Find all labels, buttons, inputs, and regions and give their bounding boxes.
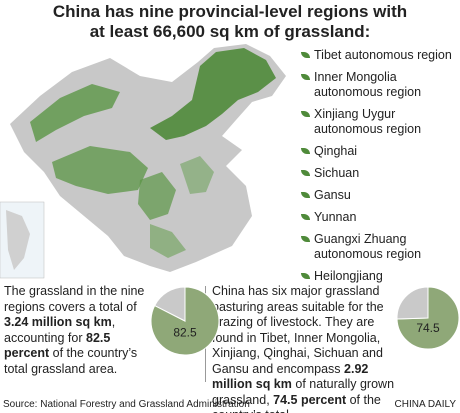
data-label: 74.5 <box>416 321 440 335</box>
title: at least 66,600 sq km of grassland: <box>89 22 371 41</box>
legend-item: Qinghai <box>300 144 460 159</box>
legend-item: Heilongjiang <box>300 269 460 284</box>
text-run: of the country’s total. <box>212 392 381 413</box>
text-run: , accounting for <box>4 315 116 345</box>
pie-slice <box>154 286 186 322</box>
legend-item: Inner Mongolia autonomous region <box>300 70 460 100</box>
source: Source: National Forestry and Grassland … <box>3 399 250 410</box>
text-run: 82.5 percent <box>4 330 111 361</box>
text-run: The grassland in the nine regions covers… <box>4 284 145 314</box>
text-run: China has six major grassland pasturing … <box>212 284 384 376</box>
legend-item: Sichuan <box>300 166 460 181</box>
legend-item: Guangxi Zhuang autonomous region <box>300 232 460 262</box>
text-run: 3.24 million sq km <box>4 315 112 329</box>
text-run: 2.92 million sq km <box>212 361 369 392</box>
text-run: of naturally grown grassland, <box>212 377 395 407</box>
paragraph: The grassland in the nine regions covers… <box>4 284 154 377</box>
legend-item: Gansu <box>300 188 460 203</box>
paragraph: China has six major grassland pasturing … <box>212 284 407 413</box>
legend: Tibet autonomous region Inner Mongolia au… <box>300 48 460 291</box>
map <box>0 44 286 279</box>
legend-item: Yunnan <box>300 210 460 225</box>
pie-chart: 74.5 <box>396 286 460 350</box>
data-label: 82.5 <box>173 325 197 339</box>
pie-slice <box>396 286 429 320</box>
title: China has nine provincial-level regions … <box>52 2 408 21</box>
text-run: of the country’s total grassland area. <box>4 346 138 376</box>
pie-chart: 82.5 <box>150 286 220 356</box>
credit: CHINA DAILY <box>394 399 457 410</box>
legend-item: Xinjiang Uygur autonomous region <box>300 107 460 137</box>
text-run: 74.5 percent <box>273 392 347 407</box>
legend-item: Tibet autonomous region <box>300 48 460 63</box>
pie-slice <box>396 286 460 350</box>
